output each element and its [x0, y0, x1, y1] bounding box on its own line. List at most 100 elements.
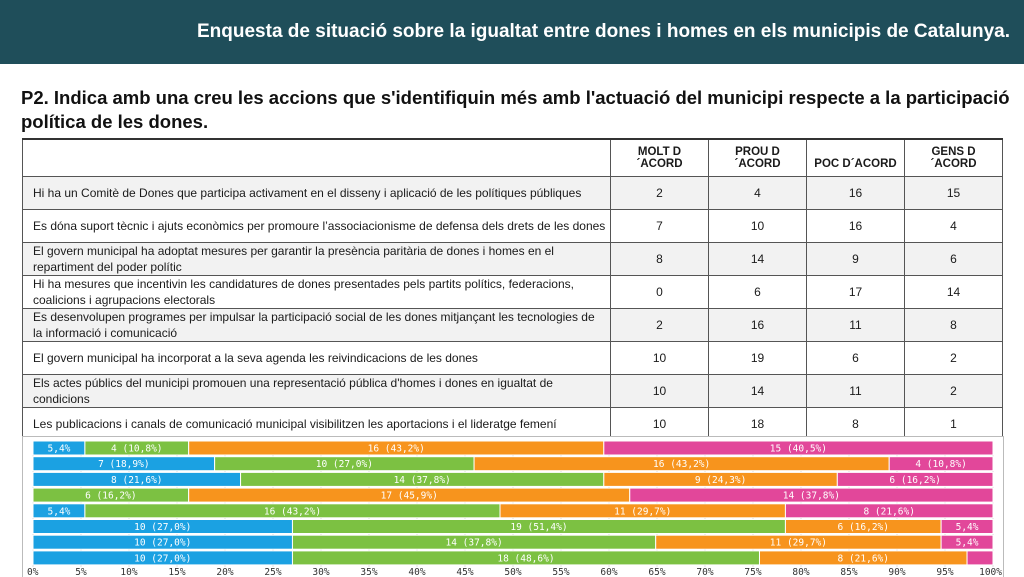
- cell-value: 4: [708, 176, 807, 210]
- cell-value: 10: [708, 209, 807, 243]
- table-row: El govern municipal ha adoptat mesures p…: [22, 242, 1003, 276]
- table-header-statement: [22, 138, 611, 177]
- row-label: Es desenvolupen programes per impulsar l…: [22, 308, 611, 342]
- cell-value: 17: [806, 275, 905, 309]
- data-label: 5,4%: [956, 522, 979, 533]
- data-label: 5,4%: [48, 506, 71, 517]
- x-tick-label: 40%: [408, 567, 425, 577]
- table-row: Hi ha un Comitè de Dones que participa a…: [22, 176, 1003, 210]
- table-row: Els actes públics del municipi promouen …: [22, 374, 1003, 408]
- x-tick-label: 80%: [792, 567, 809, 577]
- data-label: 9 (24,3%): [695, 475, 746, 486]
- row-label: Hi ha un Comitè de Dones que participa a…: [22, 176, 611, 210]
- row-label: El govern municipal ha incorporat a la s…: [22, 341, 611, 375]
- cell-value: 2: [610, 308, 709, 342]
- cell-value: 10: [610, 341, 709, 375]
- data-label: 10 (27,0%): [134, 553, 191, 564]
- data-label: 18 (48,6%): [497, 553, 554, 564]
- column-header: POC D´ACORD: [806, 138, 905, 177]
- data-label: 14 (37,8%): [394, 475, 451, 486]
- data-label: 8 (21,6%): [111, 475, 162, 486]
- data-label: 10 (27,0%): [134, 538, 191, 549]
- row-label: Es dóna suport tècnic i ajuts econòmics …: [22, 209, 611, 243]
- cell-value: 16: [708, 308, 807, 342]
- cell-value: 8: [806, 407, 905, 441]
- column-header: MOLT D´ACORD: [610, 138, 709, 177]
- data-label: 7 (18,9%): [98, 459, 149, 470]
- data-label: 6 (16,2%): [85, 491, 136, 502]
- table-header-row: MOLT D´ACORD PROU D´ACORD POC D´ACORD GE…: [22, 138, 1003, 177]
- bar-segment: [940, 519, 994, 534]
- x-tick-label: 0%: [27, 567, 39, 577]
- cell-value: 6: [904, 242, 1003, 276]
- cell-value: 14: [904, 275, 1003, 309]
- x-tick-label: 20%: [216, 567, 233, 577]
- cell-value: 8: [610, 242, 709, 276]
- x-tick-label: 85%: [840, 567, 857, 577]
- cell-value: 15: [904, 176, 1003, 210]
- x-tick-label: 55%: [552, 567, 569, 577]
- data-label: 16 (43,2%): [264, 506, 321, 517]
- cell-value: 0: [610, 275, 709, 309]
- table-row: Es desenvolupen programes per impulsar l…: [22, 308, 1003, 342]
- column-header: GENS D´ACORD: [904, 138, 1003, 177]
- cell-value: 8: [904, 308, 1003, 342]
- data-label: 6 (16,2%): [838, 522, 889, 533]
- row-label: Hi ha mesures que incentivin les candida…: [22, 275, 611, 309]
- x-tick-label: 70%: [696, 567, 713, 577]
- row-label: El govern municipal ha adoptat mesures p…: [22, 242, 611, 276]
- cell-value: 2: [610, 176, 709, 210]
- cell-value: 9: [806, 242, 905, 276]
- page-title: Enquesta de situació sobre la igualtat e…: [197, 21, 1010, 42]
- bar-segment: [836, 471, 994, 487]
- x-tick-label: 10%: [120, 567, 137, 577]
- cell-value: 4: [904, 209, 1003, 243]
- cell-value: 6: [806, 341, 905, 375]
- row-label: Les publicacions i canals de comunicació…: [22, 407, 611, 441]
- x-tick-label: 15%: [168, 567, 185, 577]
- question-text: P2. Indica amb una creu les accions que …: [21, 87, 1010, 132]
- bar-segment: [784, 503, 994, 519]
- data-label: 6 (16,2%): [889, 475, 940, 486]
- table-row: Es dóna suport tècnic i ajuts econòmics …: [22, 209, 1003, 243]
- bar-segment: [940, 534, 994, 550]
- cell-value: 10: [610, 374, 709, 408]
- data-label: 8 (21,6%): [863, 506, 914, 517]
- x-tick-label: 60%: [600, 567, 617, 577]
- x-tick-label: 45%: [456, 567, 473, 577]
- cell-value: 2: [904, 374, 1003, 408]
- cell-value: 2: [904, 341, 1003, 375]
- data-label: 10 (27,0%): [134, 522, 191, 533]
- x-tick-label: 50%: [504, 567, 521, 577]
- data-label: 8 (21,6%): [838, 553, 889, 564]
- data-label: 16 (43,2%): [653, 459, 710, 470]
- data-label: 19 (51,4%): [510, 522, 567, 533]
- x-tick-label: 65%: [648, 567, 665, 577]
- data-label: 4 (10,8%): [915, 459, 966, 470]
- table-row: Hi ha mesures que incentivin les candida…: [22, 275, 1003, 309]
- data-label: 5,4%: [48, 444, 71, 455]
- data-label: 15 (40,5%): [770, 444, 827, 455]
- bar-segment: [603, 440, 994, 456]
- x-tick-label: 100%: [979, 567, 1002, 577]
- data-label: 11 (29,7%): [614, 506, 671, 517]
- table-row: Les publicacions i canals de comunicació…: [22, 407, 1003, 441]
- x-tick-label: 25%: [264, 567, 281, 577]
- data-label: 14 (37,8%): [445, 538, 502, 549]
- stacked-bar-chart: 5,4% 4 (10,8%) 16 (43,2%) 15 (40,5%) 7 (18,9…: [22, 436, 1004, 577]
- bar-segment: [629, 487, 994, 503]
- column-header: PROU D´ACORD: [708, 138, 807, 177]
- cell-value: 16: [806, 209, 905, 243]
- data-label: 10 (27,0%): [316, 459, 373, 470]
- cell-value: 19: [708, 341, 807, 375]
- row-label: Els actes públics del municipi promouen …: [22, 374, 611, 408]
- x-tick-label: 35%: [360, 567, 377, 577]
- cell-value: 7: [610, 209, 709, 243]
- results-table: MOLT D´ACORD PROU D´ACORD POC D´ACORD GE…: [22, 138, 1003, 441]
- x-tick-label: 95%: [936, 567, 953, 577]
- x-tick-label: 90%: [888, 567, 905, 577]
- cell-value: 14: [708, 242, 807, 276]
- data-label: 17 (45,9%): [381, 491, 438, 502]
- cell-value: 6: [708, 275, 807, 309]
- x-tick-label: 5%: [75, 567, 87, 577]
